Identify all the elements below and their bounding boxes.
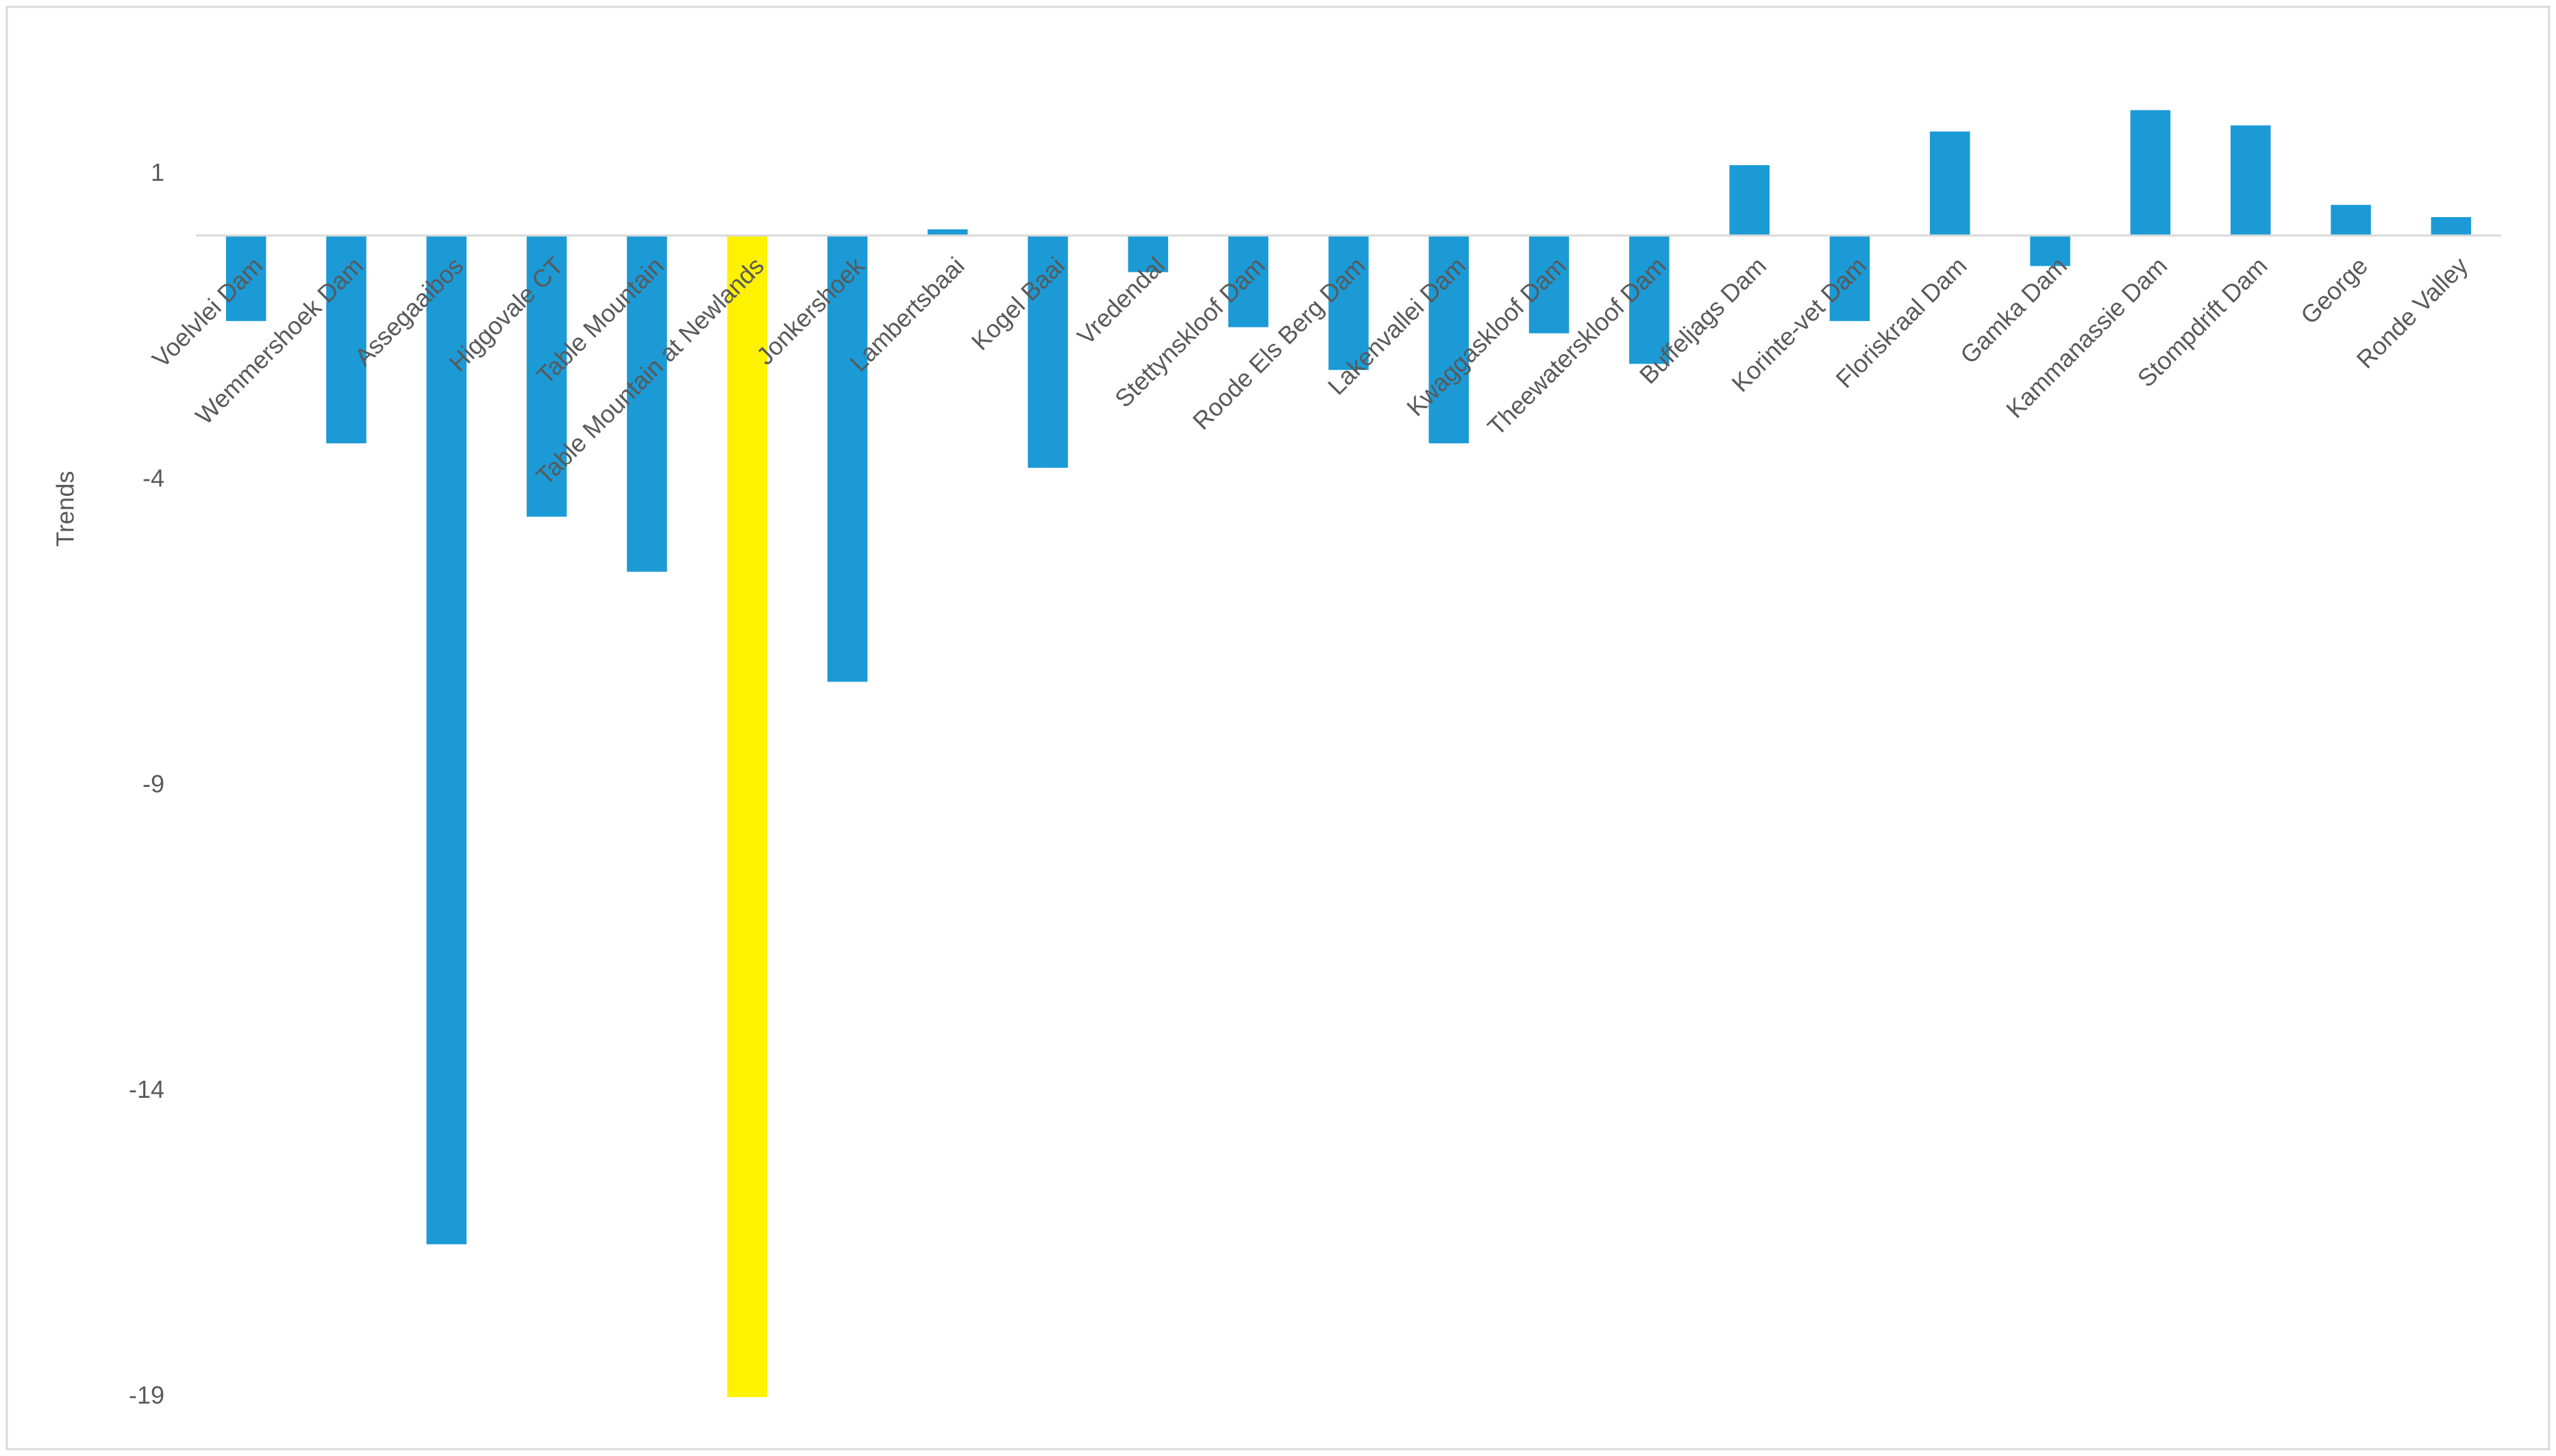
bar [1028, 235, 1068, 468]
bar [2431, 217, 2472, 236]
y-tick-label: -14 [129, 1075, 164, 1103]
bar [1629, 235, 1670, 364]
bar [928, 229, 968, 236]
y-tick-label: -9 [142, 770, 164, 798]
bar [1428, 235, 1469, 444]
bar [526, 235, 567, 517]
bar [1128, 235, 1169, 273]
bar [1528, 235, 1569, 334]
y-axis-title: Trends [51, 471, 79, 547]
bar [326, 235, 367, 444]
bar [1328, 235, 1369, 371]
bar [1729, 165, 1770, 236]
bar [225, 235, 266, 321]
y-tick-label: -4 [142, 464, 164, 492]
bar [2130, 110, 2171, 236]
bar [1228, 235, 1269, 327]
bar [627, 235, 667, 572]
bar [2030, 235, 2070, 266]
bar [426, 235, 467, 1244]
y-tick-label: -19 [129, 1381, 164, 1409]
bar [2230, 125, 2271, 236]
bar [2331, 205, 2371, 236]
y-tick-label: 1 [151, 158, 164, 186]
bar [727, 235, 767, 1398]
bar [1829, 235, 1870, 321]
bar [827, 235, 868, 682]
bar [1930, 131, 1970, 236]
